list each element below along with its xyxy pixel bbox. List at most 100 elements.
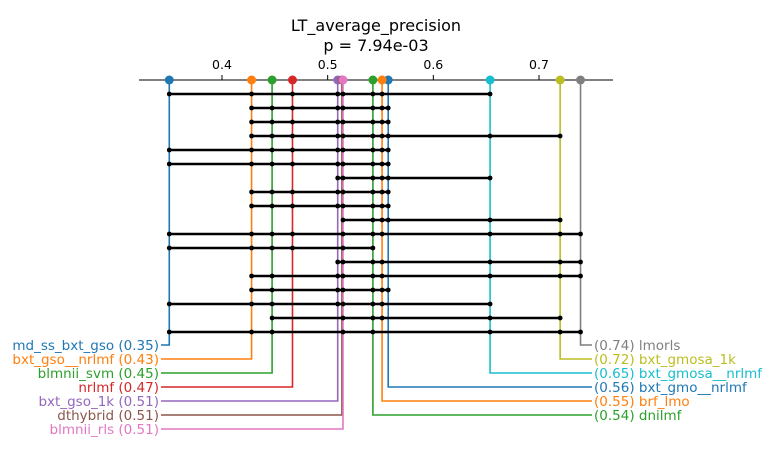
clique-point bbox=[335, 273, 341, 279]
clique-point bbox=[340, 217, 346, 223]
clique-point bbox=[335, 287, 341, 293]
clique-point bbox=[249, 105, 254, 111]
clique-point bbox=[340, 133, 346, 139]
clique-point bbox=[249, 133, 254, 139]
clique-point bbox=[166, 329, 172, 335]
clique-point bbox=[335, 189, 341, 195]
clique-point bbox=[370, 287, 376, 293]
clique-point bbox=[249, 91, 254, 97]
method-label: (0.56) bxt_gmo__nrlmf bbox=[594, 380, 748, 396]
axis-tick-label: 0.6 bbox=[423, 57, 443, 72]
axis-tick-label: 0.7 bbox=[529, 57, 549, 72]
clique-point bbox=[290, 189, 295, 195]
method-label: bxt_gso__nrlmf (0.43) bbox=[12, 352, 159, 368]
method-marker bbox=[576, 75, 586, 85]
clique-point bbox=[370, 329, 376, 335]
clique-point bbox=[557, 259, 563, 265]
clique-point bbox=[340, 315, 346, 321]
clique-point bbox=[166, 301, 172, 307]
clique-point bbox=[370, 301, 376, 307]
axis-tick-label: 0.4 bbox=[212, 57, 232, 72]
method-marker bbox=[377, 75, 387, 85]
clique-point bbox=[487, 259, 493, 265]
method-marker bbox=[555, 75, 565, 85]
clique-point bbox=[249, 119, 254, 125]
clique-point bbox=[166, 245, 172, 251]
clique-point bbox=[340, 119, 346, 125]
clique-point bbox=[487, 133, 493, 139]
clique-point bbox=[487, 329, 493, 335]
chart-title: LT_average_precision bbox=[291, 16, 461, 36]
clique-point bbox=[335, 147, 341, 153]
clique-point bbox=[249, 301, 254, 307]
clique-point bbox=[578, 273, 583, 279]
clique-point bbox=[335, 175, 341, 181]
clique-point bbox=[269, 105, 275, 111]
axis-tick-label: 0.5 bbox=[318, 57, 338, 72]
clique-point bbox=[269, 119, 275, 125]
clique-point bbox=[370, 175, 376, 181]
clique-point bbox=[249, 245, 254, 251]
clique-point bbox=[578, 329, 583, 335]
method-leader-line bbox=[381, 80, 592, 402]
method-label: (0.54) dnilmf bbox=[594, 408, 683, 424]
method-leader-line bbox=[161, 80, 273, 374]
method-markers bbox=[164, 75, 586, 85]
clique-point bbox=[370, 203, 376, 209]
method-label: (0.74) lmorls bbox=[594, 338, 680, 354]
method-marker bbox=[338, 75, 348, 85]
method-leader-line bbox=[161, 80, 253, 360]
clique-point bbox=[370, 133, 376, 139]
clique-point bbox=[385, 161, 391, 167]
clique-point bbox=[557, 329, 563, 335]
clique-point bbox=[379, 133, 385, 139]
clique-point bbox=[379, 315, 385, 321]
clique-point bbox=[487, 217, 493, 223]
clique-point bbox=[269, 273, 275, 279]
clique-point bbox=[557, 273, 563, 279]
method-marker bbox=[164, 75, 174, 85]
clique-point bbox=[370, 231, 376, 237]
clique-point bbox=[335, 119, 341, 125]
method-label: md_ss_bxt_gso (0.35) bbox=[12, 338, 159, 354]
clique-point bbox=[269, 315, 275, 321]
clique-point bbox=[379, 217, 385, 223]
method-label: blmnii_svm (0.45) bbox=[38, 366, 159, 382]
clique-point bbox=[166, 231, 172, 237]
method-leader-line bbox=[161, 80, 294, 388]
method-marker bbox=[267, 75, 277, 85]
clique-point bbox=[269, 231, 275, 237]
method-leader-line bbox=[387, 80, 592, 388]
clique-point bbox=[379, 161, 385, 167]
clique-point bbox=[290, 147, 295, 153]
clique-point bbox=[335, 105, 341, 111]
clique-point bbox=[269, 147, 275, 153]
clique-point bbox=[249, 203, 254, 209]
clique-point bbox=[379, 301, 385, 307]
clique-point bbox=[335, 301, 341, 307]
clique-point bbox=[379, 287, 385, 293]
clique-point bbox=[269, 245, 275, 251]
clique-point bbox=[385, 287, 391, 293]
clique-point bbox=[379, 91, 385, 97]
clique-point bbox=[379, 273, 385, 279]
method-leader-line bbox=[161, 80, 171, 346]
method-leader-line bbox=[161, 80, 339, 402]
clique-point bbox=[370, 259, 376, 265]
clique-point bbox=[379, 189, 385, 195]
clique-point bbox=[370, 217, 376, 223]
clique-point bbox=[340, 189, 346, 195]
clique-point bbox=[340, 91, 346, 97]
axis-ticks: 0.4 0.5 0.6 0.7 bbox=[212, 57, 549, 80]
clique-point bbox=[340, 147, 346, 153]
clique-point bbox=[269, 329, 275, 335]
method-leader-line bbox=[489, 80, 592, 374]
clique-point bbox=[290, 91, 295, 97]
clique-point bbox=[249, 273, 254, 279]
clique-point bbox=[370, 245, 376, 251]
clique-point bbox=[269, 133, 275, 139]
clique-point bbox=[340, 105, 346, 111]
clique-point bbox=[340, 273, 346, 279]
clique-point bbox=[249, 147, 254, 153]
method-leader-line bbox=[579, 80, 592, 346]
